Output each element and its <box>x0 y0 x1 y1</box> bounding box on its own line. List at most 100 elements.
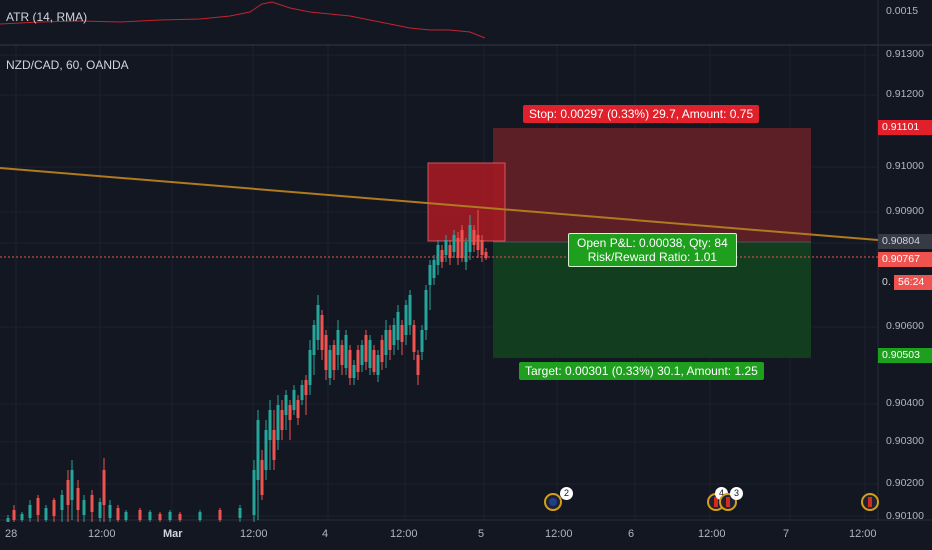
price-axis-label: 0.91000 <box>886 160 924 172</box>
open-pnl-label[interactable]: Open P&L: 0.00038, Qty: 84 Risk/Reward R… <box>568 233 737 267</box>
time-axis-label: 12:00 <box>545 528 573 540</box>
candle-body <box>28 505 32 518</box>
trend-line[interactable] <box>0 167 879 241</box>
candle-body <box>238 508 242 518</box>
price-axis-label: 0.90100 <box>886 510 924 522</box>
candle-body <box>284 395 288 415</box>
time-axis-label: Mar <box>163 528 183 540</box>
candle-body <box>6 518 10 522</box>
atr-axis-label: 0.0015 <box>886 5 919 17</box>
candle-body <box>440 250 444 262</box>
candle-body <box>98 502 102 518</box>
rectangle-drawing[interactable] <box>427 162 506 242</box>
candle-body <box>400 325 404 342</box>
canada-flag-icon[interactable] <box>861 493 879 511</box>
candle-body <box>280 410 284 430</box>
candle-body <box>138 510 142 520</box>
candle-body <box>276 405 280 440</box>
candle-body <box>476 235 480 250</box>
candle-body <box>428 265 432 285</box>
target-label[interactable]: Target: 0.00301 (0.33%) 30.1, Amount: 1.… <box>519 362 764 380</box>
risk-reward-line: Risk/Reward Ratio: 1.01 <box>587 250 718 264</box>
time-axis-label: 12:00 <box>240 528 268 540</box>
candle-body <box>336 330 340 355</box>
candle-body <box>300 385 304 400</box>
candle-body <box>256 420 260 480</box>
candle-body <box>66 480 70 505</box>
candle-body <box>148 512 152 520</box>
candle-body <box>456 238 460 258</box>
time-axis-label: 12:00 <box>849 528 877 540</box>
candle-body <box>12 510 16 520</box>
candle-body <box>364 335 368 362</box>
candle-body <box>368 340 372 368</box>
candle-body <box>484 252 488 258</box>
candle-body <box>70 470 74 500</box>
candle-body <box>116 508 120 520</box>
candle-body <box>124 512 128 520</box>
candle-body <box>388 330 392 350</box>
stop-label[interactable]: Stop: 0.00297 (0.33%) 29.7, Amount: 0.75 <box>523 105 760 123</box>
candle-body <box>158 514 162 520</box>
time-axis-label: 4 <box>322 528 329 540</box>
price-axis-label: 0.90600 <box>886 320 924 332</box>
current-price-tag: 0.90767 <box>878 252 932 267</box>
candle-body <box>380 340 384 362</box>
stop-loss-zone[interactable] <box>493 128 811 242</box>
candle-body <box>178 514 182 520</box>
candle-body <box>452 235 456 252</box>
candle-body <box>396 312 400 340</box>
time-axis-label: 12:00 <box>390 528 418 540</box>
atr-indicator-label[interactable]: ATR (14, RMA) <box>6 10 88 24</box>
candle-body <box>392 325 396 345</box>
candle-body <box>424 290 428 330</box>
time-axis-label: 12:00 <box>88 528 116 540</box>
candle-body <box>384 330 388 355</box>
candle-body <box>76 488 80 510</box>
candle-body <box>268 410 272 440</box>
time-axis-label: 12:00 <box>698 528 726 540</box>
symbol-label[interactable]: NZD/CAD, 60, OANDA <box>6 58 129 72</box>
price-axis-label: 0.90400 <box>886 397 924 409</box>
time-axis-label: 7 <box>783 528 790 540</box>
candle-body <box>460 230 464 258</box>
candle-body <box>468 225 472 252</box>
candle-body <box>360 345 364 365</box>
candle-body <box>408 295 412 325</box>
candle-body <box>304 380 308 395</box>
countdown-prefix: 0. <box>882 276 891 288</box>
price-axis-label: 0.91200 <box>886 88 924 100</box>
candle-body <box>198 512 202 520</box>
time-axis-label: 6 <box>628 528 635 540</box>
candle-body <box>480 240 484 255</box>
candle-body <box>90 495 94 512</box>
candle-body <box>340 345 344 365</box>
candle-body <box>308 350 312 385</box>
australia-flag-icon[interactable] <box>544 493 562 511</box>
candle-body <box>312 325 316 355</box>
bar-countdown-tag: 56:24 <box>894 275 932 290</box>
candle-body <box>412 325 416 352</box>
event-count-badge: 2 <box>560 487 573 500</box>
candle-body <box>404 305 408 335</box>
candle-body <box>82 500 86 515</box>
time-axis-label: 28 <box>5 528 18 540</box>
target-price-tag: 0.90503 <box>878 348 932 363</box>
horizontal-gridlines <box>0 54 878 517</box>
candle-body <box>332 345 336 370</box>
candle-body <box>102 470 106 505</box>
price-axis-label: 0.90300 <box>886 435 924 447</box>
atr-pane <box>0 0 932 46</box>
candle-body <box>464 242 468 262</box>
price-axis-label: 0.90900 <box>886 205 924 217</box>
time-axis-label: 5 <box>478 528 485 540</box>
price-axis-label: 0.90200 <box>886 477 924 489</box>
candle-body <box>432 260 436 278</box>
atr-line <box>0 1 486 39</box>
candle-body <box>344 335 348 368</box>
candle-body <box>52 500 56 516</box>
candle-body <box>60 495 64 510</box>
candle-body <box>108 505 112 518</box>
candle-body <box>20 514 24 520</box>
